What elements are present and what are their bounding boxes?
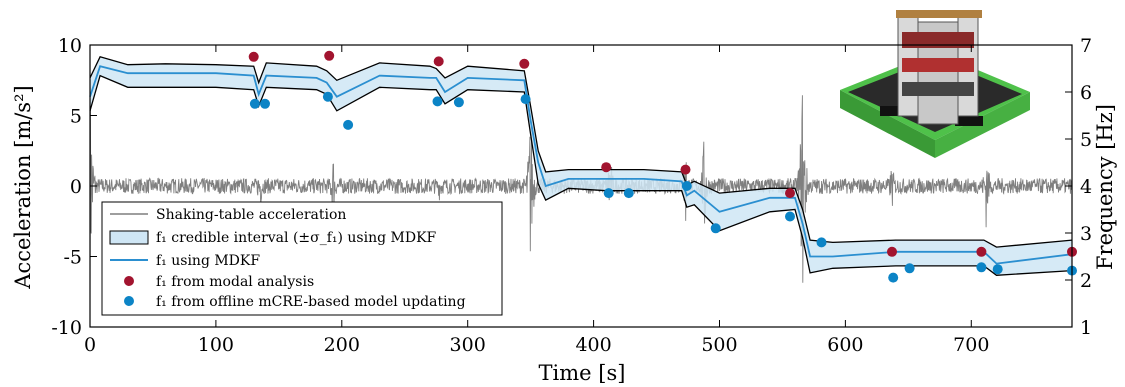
modal-analysis-point [680,164,691,175]
mcre-update-point [816,237,827,248]
mcre-update-point [888,272,899,283]
y-right-tick-label: 4 [1080,176,1092,198]
legend-label-mcre: f₁ from offline mCRE-based model updatin… [156,294,466,310]
y-left-tick-label: 0 [70,176,82,198]
legend-label-acceleration: Shaking-table acceleration [156,207,346,223]
y-left-tick-label: 10 [58,35,82,57]
y-right-tick-label: 2 [1080,270,1092,292]
band-upper-edge [89,56,1073,248]
legend-box [101,201,503,316]
mcre-update-point [785,211,795,222]
x-tick-label: 300 [450,334,486,356]
mcre-update-point [603,188,614,199]
plot-area [89,50,1077,328]
mcre-update-point [681,181,692,191]
modal-analysis-point [785,188,795,199]
mcre-update-point [520,94,531,105]
modal-analysis-point [248,51,259,62]
y-right-tick-label: 1 [1080,317,1092,339]
legend-swatch-mcre [124,296,134,306]
x-tick-label: 600 [827,334,863,356]
modal-analysis-point [976,246,987,257]
legend-swatch-modal [124,276,134,286]
legend-label-band: f₁ credible interval (±σ_f₁) using MDKF [156,230,437,246]
x-tick-label: 500 [701,334,737,356]
x-tick-label: 400 [575,334,611,356]
x-tick-label: 0 [84,334,96,356]
axes: 0 100 200 300 400 500 600 700 10 5 0 -5 -10 7 6 5 4 3 2 1 [51,35,1092,356]
modal-analysis-point [324,50,335,61]
y-right-tick-label: 5 [1080,129,1092,151]
mcre-update-point [710,223,721,234]
y-left-tick-label: -10 [51,317,82,339]
modal-analysis-point [601,162,612,173]
x-tick-label: 700 [953,334,989,356]
mcre-update-point [453,97,464,108]
mcre-update-point [249,98,260,109]
credible-interval-band [90,56,1072,276]
y-left-tick-label: 5 [70,106,82,128]
mcre-update-point [260,98,270,109]
y-left-tick-label: -5 [63,247,82,269]
x-tick-label: 200 [324,334,360,356]
mcre-update-point [322,91,333,102]
y-right-tick-label: 6 [1080,82,1092,104]
legend-label-modal: f₁ from modal analysis [156,274,314,290]
mcre-update-point [904,263,915,274]
legend-label-mdkf: f₁ using MDKF [156,253,260,269]
x-tick-label: 100 [198,334,234,356]
mcre-update-point [992,264,1003,275]
mcre-update-point [343,119,354,130]
mdkf-frequency-line [89,65,1073,265]
modal-analysis-point [519,58,530,69]
modal-analysis-point [887,246,897,257]
y-right-tick-label: 7 [1080,35,1092,57]
legend-swatch-band [109,230,149,245]
x-axis-label: Time [s] [539,361,626,385]
y-axis-left-label: Acceleration [m/s²] [11,85,35,289]
modal-analysis-point [433,56,444,67]
mcre-update-point [623,188,634,199]
mcre-update-point [976,262,987,273]
y-axis-right-label: Frequency [Hz] [1093,104,1117,270]
legend: Shaking-table acceleration f₁ credible i… [101,201,503,316]
y-right-tick-label: 3 [1080,223,1092,245]
building-specimen-image [840,10,1030,158]
mcre-update-point [432,96,443,107]
